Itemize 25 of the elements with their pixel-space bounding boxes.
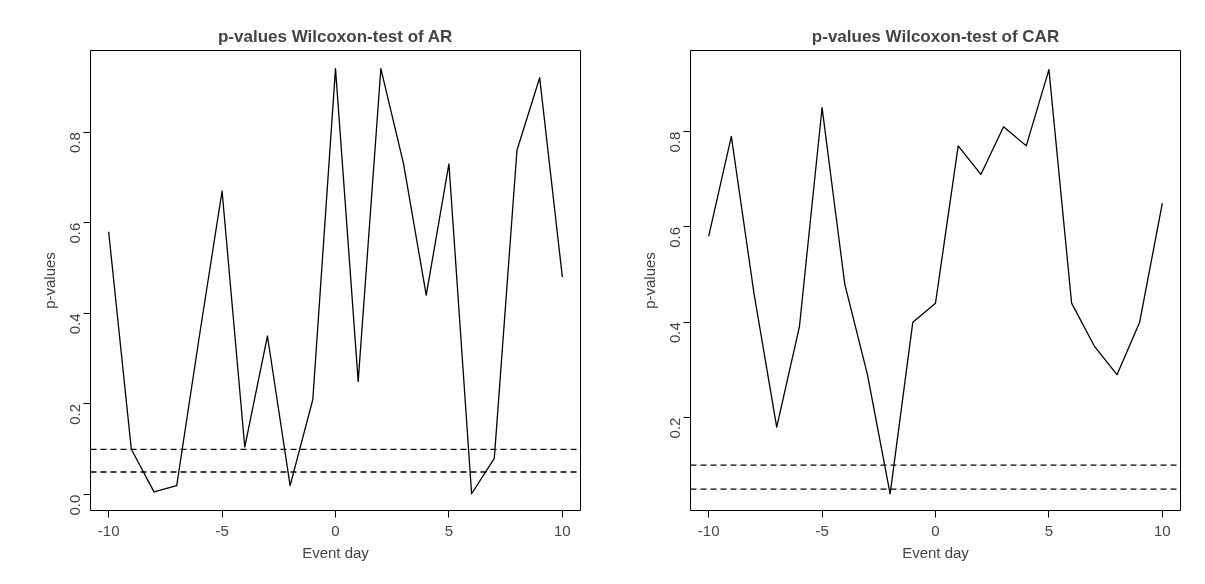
chart-title: p-values Wilcoxon-test of CAR bbox=[811, 26, 1060, 46]
x-tick-label: 0 bbox=[331, 521, 340, 539]
y-tick-label: 0.6 bbox=[66, 222, 84, 244]
y-tick-label: 0.4 bbox=[666, 322, 684, 344]
y-tick-label: 0.6 bbox=[666, 226, 684, 248]
x-tick-label: 5 bbox=[1044, 521, 1054, 539]
y-tick-label: 0.8 bbox=[66, 132, 84, 153]
x-tick-label: 0 bbox=[931, 521, 940, 539]
y-tick-label: 0.0 bbox=[66, 494, 84, 516]
x-axis-title: Event day bbox=[302, 543, 370, 561]
y-tick-label: 0.4 bbox=[66, 313, 84, 335]
x-tick-label: -5 bbox=[815, 521, 829, 539]
x-tick-label: -5 bbox=[215, 521, 229, 539]
y-tick-label: 0.2 bbox=[666, 417, 684, 439]
x-tick-label: 10 bbox=[1154, 521, 1171, 539]
chart-title: p-values Wilcoxon-test of AR bbox=[217, 26, 453, 46]
y-tick-label: 0.2 bbox=[66, 403, 84, 425]
y-tick-label: 0.8 bbox=[666, 131, 684, 153]
x-tick-label: -10 bbox=[97, 521, 120, 539]
x-tick-label: -10 bbox=[697, 521, 720, 539]
y-axis-title: p-values bbox=[640, 252, 658, 309]
x-tick-label: 5 bbox=[444, 521, 454, 539]
x-tick-label: 10 bbox=[554, 521, 571, 539]
x-axis-title: Event day bbox=[902, 543, 970, 561]
y-axis-title: p-values bbox=[40, 252, 58, 309]
